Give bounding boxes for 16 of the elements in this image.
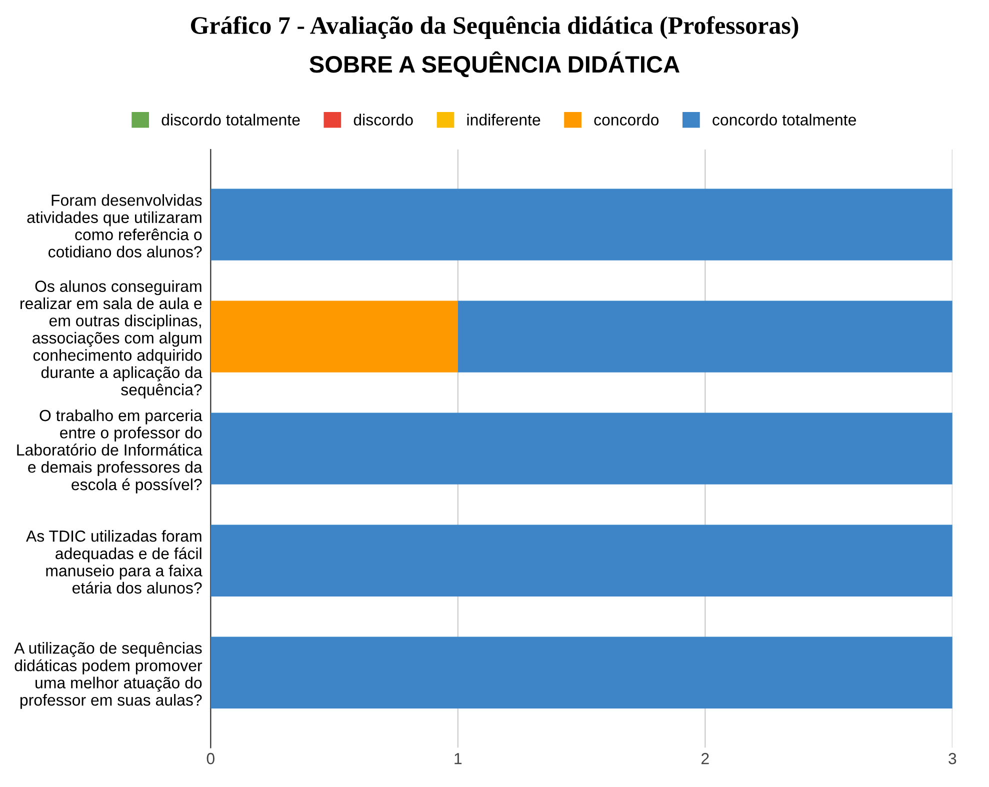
- x-tick-label: 2: [702, 752, 709, 764]
- y-tick-label: As TDIC utilizadas foram adequadas e de fácil manuseio para a faixa etária dos alunos?: [26, 530, 202, 594]
- chart-subtitle: SOBRE A SEQUÊNCIA DIDÁTICA: [310, 51, 680, 78]
- y-tick-label: Os alunos conseguiram realizar em sala de aula e em outras disciplinas, associações com algum conhecimento adquirido durante a aplicação da sequência?: [20, 280, 202, 399]
- x-tick-label: 1: [454, 753, 462, 764]
- legend-label: discordo totalmente: [162, 114, 300, 126]
- y-tick-label: Foram desenvolvidas atividades que utilizaram como referência o cotidiano dos alunos?: [27, 194, 202, 258]
- y-tick-label: A utilização de sequências didáticas podem promover uma melhor atuação do professor em suas aulas?: [14, 642, 202, 709]
- legend-label: discordo: [354, 114, 413, 126]
- legend-label: concordo totalmente: [712, 114, 856, 126]
- x-tick-label: 0: [206, 752, 214, 764]
- x-tick-label: 3: [948, 752, 956, 764]
- y-tick-label: O trabalho em parceria entre o professor do Laboratório de Informática e demais professores da escola é possível?: [17, 409, 202, 494]
- chart-title: Gráfico 7 - Avaliação da Sequência didática (Professoras): [190, 16, 798, 40]
- legend-label: indiferente: [467, 114, 540, 126]
- legend-label: concordo: [594, 114, 659, 126]
